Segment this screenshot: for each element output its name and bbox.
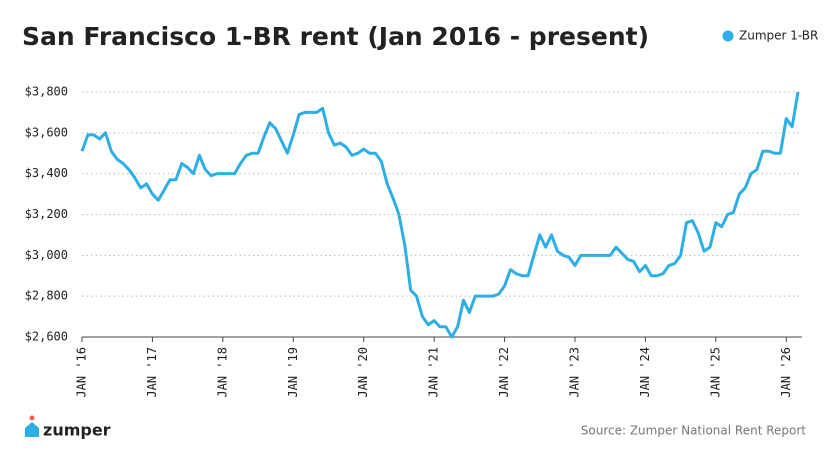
legend-marker [722, 30, 734, 42]
y-tick-label: $3,600 [25, 125, 68, 139]
y-tick-label: $2,800 [25, 289, 68, 303]
y-tick-label: $3,000 [25, 248, 68, 262]
y-tick-label: $2,600 [25, 330, 68, 344]
logo: zumper [25, 415, 111, 440]
x-tick-label: JAN '18 [215, 347, 229, 398]
x-tick-label: JAN '23 [567, 347, 581, 398]
x-tick-label: JAN '20 [356, 347, 370, 398]
x-tick-label: JAN '19 [286, 347, 300, 398]
legend-label: Zumper 1-BR [739, 29, 818, 43]
x-tick-label: JAN '21 [427, 347, 441, 398]
y-tick-label: $3,200 [25, 207, 68, 221]
x-tick-label: JAN '16 [75, 347, 89, 398]
x-tick-label: JAN '26 [779, 347, 793, 398]
logo-text: zumper [43, 421, 111, 440]
chart-title: San Francisco 1-BR rent (Jan 2016 - pres… [22, 22, 649, 51]
source: Source: Zumper National Rent Report [581, 424, 807, 438]
logo-house [25, 422, 39, 437]
line [80, 91, 800, 339]
x-tick-label: JAN '17 [145, 347, 159, 398]
x-tick-label: JAN '25 [708, 347, 722, 398]
y-tick-label: $3,800 [25, 85, 68, 99]
x-tick-label: JAN '24 [638, 347, 652, 398]
logo-dot [29, 415, 35, 421]
y-tick-label: $3,400 [25, 166, 68, 180]
x-tick-label: JAN '22 [497, 347, 511, 398]
